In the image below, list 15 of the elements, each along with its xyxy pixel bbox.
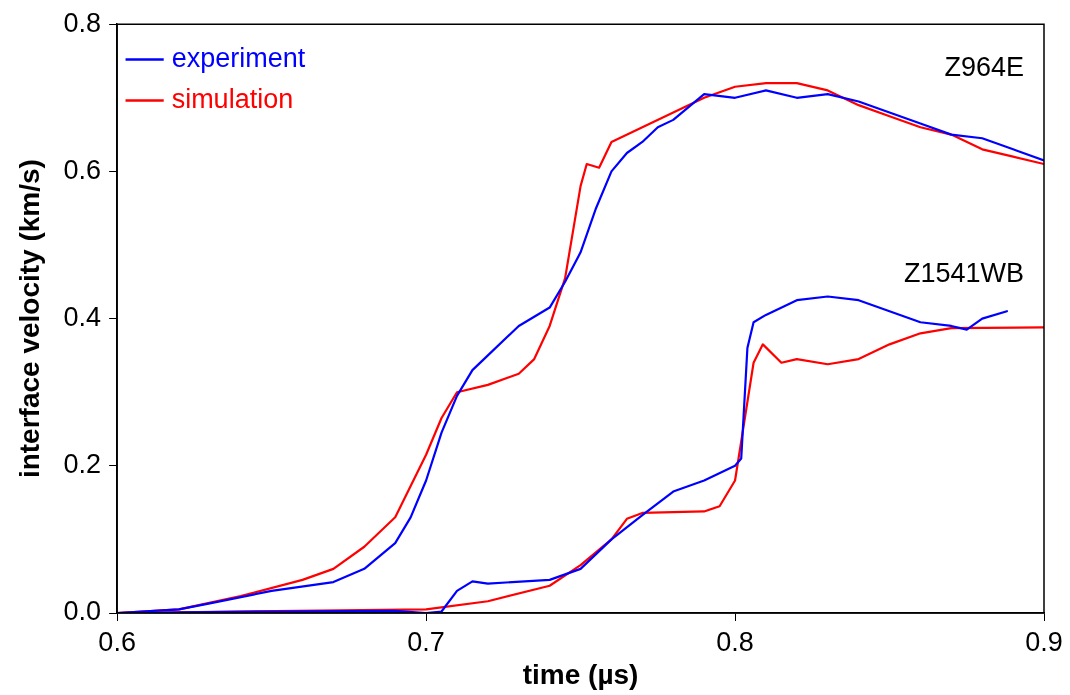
x-axis-title: time (µs) — [522, 658, 639, 690]
y-tick-label: 0.2 — [63, 449, 102, 480]
annotation: Z964E — [944, 52, 1024, 83]
y-tick-label: 0.6 — [63, 154, 102, 185]
y-tick-label: 0.4 — [63, 302, 102, 333]
legend-label: simulation — [171, 83, 294, 114]
x-tick-label: 0.7 — [407, 626, 445, 657]
x-tick-label: 0.6 — [98, 626, 136, 657]
annotation: Z1541WB — [903, 258, 1024, 289]
y-tick-label: 0.8 — [63, 7, 102, 38]
y-axis-title: interface velocity (km/s) — [13, 159, 45, 479]
legend-label: experiment — [171, 42, 306, 73]
x-tick-label: 0.9 — [1025, 626, 1063, 657]
x-tick-label: 0.8 — [716, 626, 754, 657]
y-tick-label: 0.0 — [63, 596, 102, 627]
